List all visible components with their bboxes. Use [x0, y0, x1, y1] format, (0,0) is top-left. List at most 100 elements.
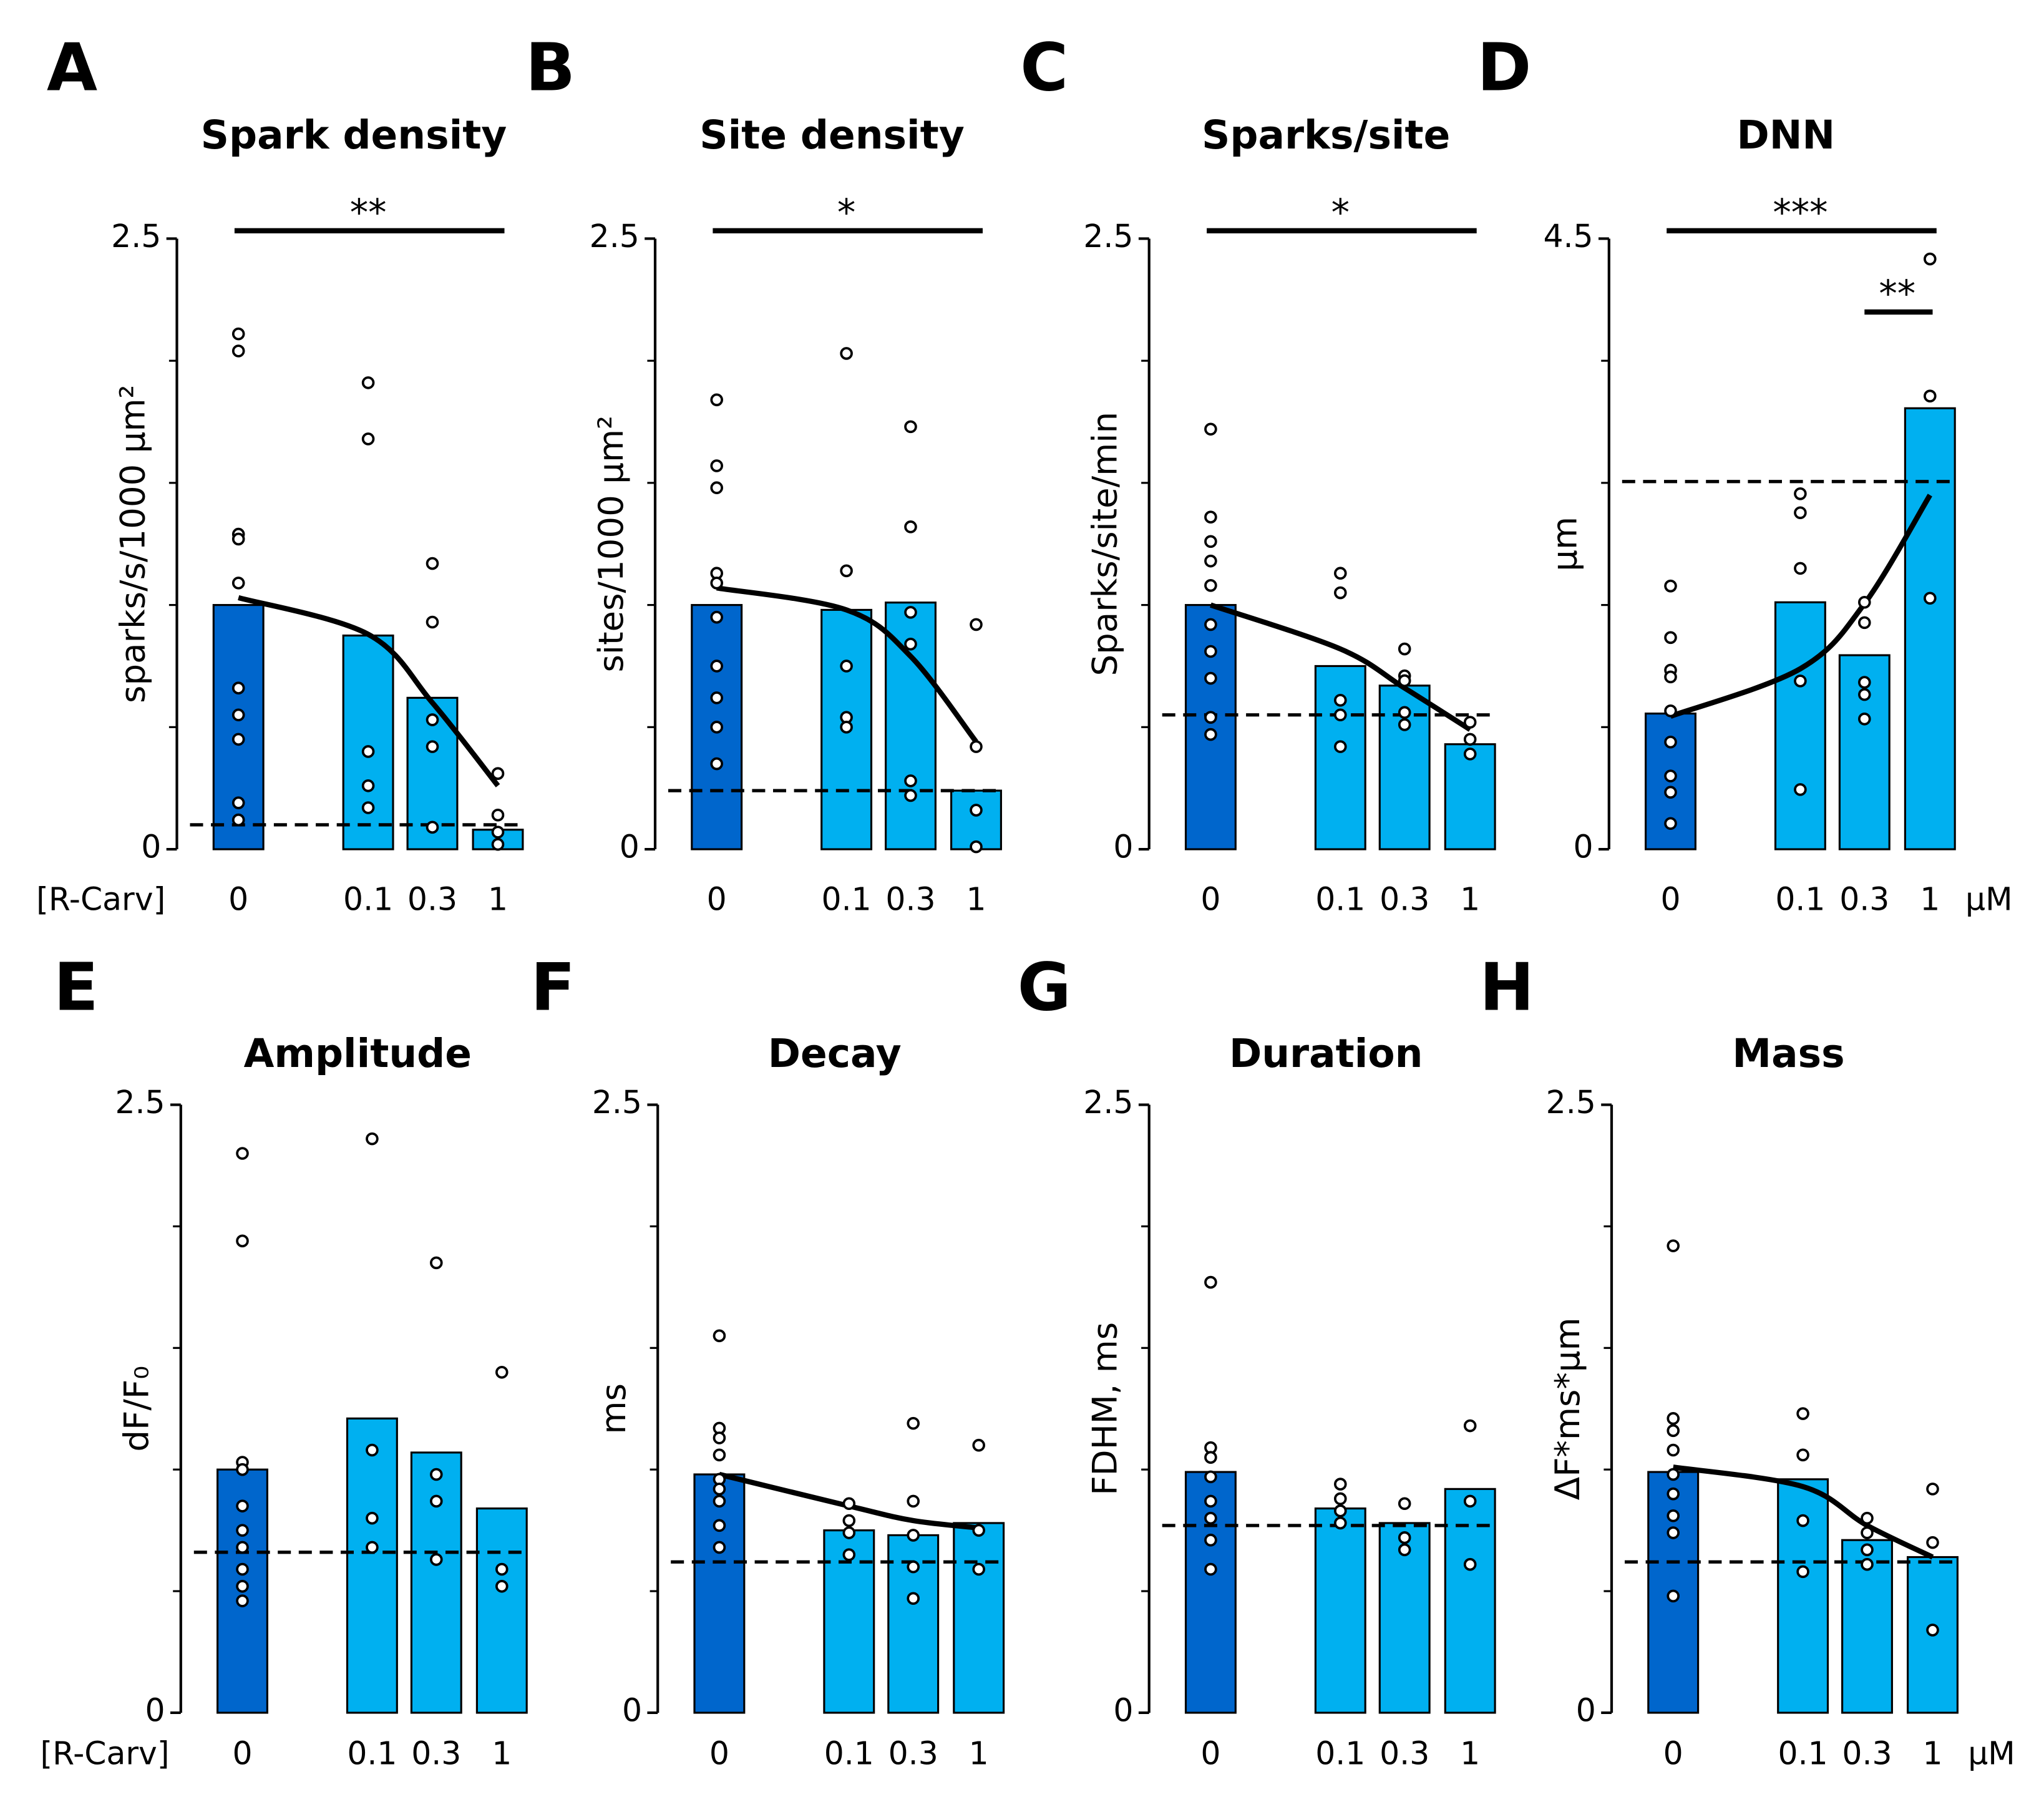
data-point	[1796, 1407, 1809, 1420]
x-axis-label: [R-Carv]	[40, 1735, 169, 1772]
data-point	[231, 344, 245, 358]
data-point	[904, 789, 917, 802]
data-point	[231, 532, 245, 546]
data-point	[426, 713, 439, 726]
data-point	[1858, 712, 1871, 726]
x-tick-label: 0	[1663, 1735, 1683, 1772]
panel: F Decay ms 0 0.1 0.3 1 0 2.5	[530, 950, 1005, 1772]
data-point	[1334, 1504, 1347, 1517]
data-point	[361, 376, 375, 389]
panel-letter: A	[47, 30, 97, 106]
panel-letter: H	[1479, 950, 1534, 1026]
bar	[1907, 1556, 1959, 1714]
y-axis-label: Sparks/site/min	[1085, 412, 1125, 676]
data-point	[231, 577, 245, 590]
data-point	[1398, 718, 1411, 731]
data-point	[904, 637, 917, 651]
data-point	[1794, 675, 1807, 688]
x-tick-label: 0.1	[1315, 881, 1365, 918]
bar	[1904, 407, 1956, 850]
data-point	[972, 1562, 985, 1576]
data-point	[1334, 693, 1347, 707]
panel: C Sparks/site Sparks/site/min 0 0.1 0.3 1 0 2.5 *	[1020, 30, 1497, 918]
fit-curve	[716, 585, 978, 744]
data-point	[842, 1497, 856, 1511]
y-tick-label: 0	[1576, 1692, 1596, 1728]
data-point	[713, 1329, 726, 1343]
x-tick-label: 0.3	[1380, 881, 1429, 918]
data-point	[1398, 1497, 1411, 1511]
data-point	[907, 1592, 920, 1605]
data-point	[1334, 586, 1347, 600]
data-point	[1664, 817, 1677, 830]
data-point	[1667, 1424, 1680, 1438]
data-point	[361, 432, 375, 446]
x-axis-unit: µM	[1965, 881, 2013, 918]
y-tick-label: 2.5	[590, 218, 640, 255]
y-tick-label: 0	[145, 1692, 165, 1728]
data-point	[426, 557, 439, 570]
x-tick-label: 0	[1660, 881, 1680, 918]
data-point	[840, 721, 853, 734]
data-point	[1926, 1483, 1939, 1496]
panel: G Duration FDHM, ms 0 0.1 0.3 1 0 2.5	[1018, 950, 1497, 1772]
panel-title: Site density	[699, 112, 965, 158]
y-axis-label: sparks/s/1000 µm²	[112, 385, 152, 703]
data-point	[1664, 735, 1677, 749]
data-point	[1204, 1494, 1217, 1508]
panel: A Spark density sparks/s/1000 µm² 0 0.1 0.3 1 0…	[36, 30, 524, 918]
data-point	[1926, 1536, 1939, 1549]
x-axis-unit: µM	[1968, 1735, 2015, 1772]
data-point	[1463, 716, 1477, 729]
y-tick-label: 2.5	[1546, 1084, 1596, 1121]
y-tick-label: 4.5	[1543, 218, 1593, 255]
panel-title: Duration	[1229, 1031, 1423, 1076]
data-point	[236, 1541, 249, 1554]
data-point	[842, 1526, 856, 1539]
x-tick-label: 0.1	[822, 881, 872, 918]
panel-letter: D	[1477, 30, 1531, 106]
x-tick-label: 0.1	[824, 1735, 874, 1772]
panel-letter: G	[1018, 950, 1071, 1026]
bar	[410, 1451, 462, 1714]
data-point	[491, 837, 505, 851]
x-tick-label: 0	[707, 881, 727, 918]
x-tick-label: 0.3	[888, 1735, 938, 1772]
x-tick-label: 0	[709, 1735, 729, 1772]
bar	[950, 789, 1002, 850]
data-point	[972, 1438, 985, 1452]
data-point	[1204, 728, 1217, 741]
bar	[1444, 1488, 1496, 1714]
data-point	[1398, 1543, 1411, 1557]
data-point	[426, 821, 439, 834]
bar	[475, 1507, 528, 1714]
x-tick-label: 0.1	[1315, 1735, 1365, 1772]
data-point	[1664, 579, 1677, 593]
data-point	[231, 813, 245, 827]
x-tick-label: 1	[1460, 1735, 1480, 1772]
data-point	[1861, 1511, 1874, 1525]
data-point	[430, 1468, 443, 1481]
data-point	[366, 1132, 379, 1146]
panel-letter: E	[54, 950, 99, 1026]
data-point	[366, 1541, 379, 1554]
data-point	[1398, 674, 1411, 688]
panel-letter: F	[530, 950, 575, 1026]
y-axis-label: FDHM, ms	[1085, 1322, 1125, 1496]
bar	[693, 1473, 746, 1714]
data-point	[1334, 1492, 1347, 1506]
x-tick-label: 1	[1460, 881, 1480, 918]
data-point	[1664, 670, 1677, 684]
x-tick-label: 0	[1200, 881, 1220, 918]
data-point	[1463, 1557, 1477, 1571]
data-point	[231, 327, 245, 341]
data-point	[1861, 1543, 1874, 1557]
data-point	[1858, 595, 1871, 609]
data-point	[710, 610, 723, 624]
data-point	[1858, 616, 1871, 630]
data-point	[231, 796, 245, 809]
data-point	[713, 1431, 726, 1444]
data-point	[1667, 1239, 1680, 1252]
data-point	[231, 708, 245, 722]
data-point	[430, 1256, 443, 1270]
